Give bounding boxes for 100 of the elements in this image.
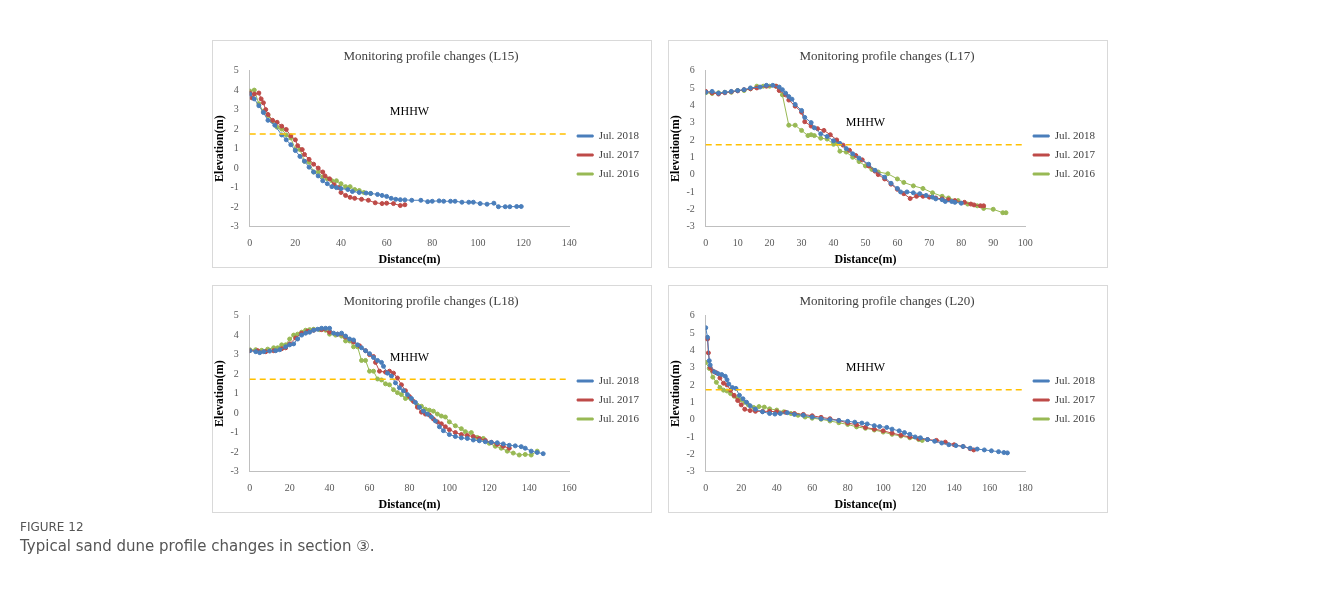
chart-title: Monitoring profile changes (L20) <box>799 293 975 309</box>
y-tick-label: -1 <box>686 185 695 197</box>
x-tick-label: 120 <box>516 237 532 249</box>
x-tick-label: 40 <box>324 482 335 494</box>
y-tick-label: 3 <box>233 103 239 115</box>
x-tick-label: 120 <box>911 482 927 494</box>
ref-line-label: MHHW <box>845 114 886 129</box>
x-axis-title: Distance(m) <box>378 251 441 266</box>
ref-line-label: MHHW <box>389 104 430 119</box>
x-tick-label: 140 <box>561 237 577 249</box>
x-tick-label: 140 <box>521 482 537 494</box>
x-tick-label: 40 <box>771 482 782 494</box>
x-tick-label: 0 <box>247 482 253 494</box>
legend-label: Jul. 2016 <box>598 411 640 424</box>
y-tick-label: 2 <box>233 367 239 379</box>
legend-label: Jul. 2018 <box>1054 128 1096 141</box>
y-tick-label: -1 <box>686 430 695 442</box>
x-axis-title: Distance(m) <box>378 496 441 511</box>
legend-label: Jul. 2017 <box>598 392 640 405</box>
y-tick-label: 2 <box>689 133 695 145</box>
x-tick-label: 0 <box>703 482 709 494</box>
y-tick-label: 6 <box>689 64 695 76</box>
x-tick-label: 160 <box>982 482 998 494</box>
x-tick-label: 60 <box>807 482 818 494</box>
y-tick-label: 1 <box>689 395 695 407</box>
x-tick-label: 100 <box>875 482 891 494</box>
y-tick-label: 0 <box>689 168 695 180</box>
x-tick-label: 0 <box>247 237 253 249</box>
y-tick-label: 0 <box>233 161 239 173</box>
x-tick-label: 100 <box>441 482 457 494</box>
chart-title: Monitoring profile changes (L17) <box>799 48 975 64</box>
x-tick-label: 20 <box>736 482 747 494</box>
x-axis-title: Distance(m) <box>834 251 897 266</box>
y-tick-label: 4 <box>233 328 239 340</box>
y-tick-label: -3 <box>686 220 695 232</box>
legend-label: Jul. 2018 <box>1054 373 1096 386</box>
y-axis-title: Elevation(m) <box>212 360 227 427</box>
y-tick-label: 2 <box>689 378 695 390</box>
x-tick-label: 50 <box>860 237 871 249</box>
y-tick-label: 4 <box>689 98 695 110</box>
x-tick-label: 80 <box>404 482 415 494</box>
x-tick-label: 100 <box>470 237 486 249</box>
y-tick-label: 5 <box>233 309 239 321</box>
y-tick-label: 0 <box>233 406 239 418</box>
chart-title: Monitoring profile changes (L15) <box>343 48 519 64</box>
x-tick-label: 20 <box>764 237 775 249</box>
y-tick-label: -3 <box>686 465 695 477</box>
y-tick-label: -3 <box>230 465 239 477</box>
x-tick-label: 60 <box>892 237 903 249</box>
legend-label: Jul. 2017 <box>1054 147 1096 160</box>
x-tick-label: 60 <box>364 482 375 494</box>
x-tick-label: 0 <box>703 237 709 249</box>
x-tick-label: 10 <box>732 237 743 249</box>
caption: FIGURE 12 <box>20 520 85 534</box>
y-tick-label: 1 <box>233 387 239 399</box>
y-tick-label: 3 <box>233 348 239 360</box>
legend-label: Jul. 2017 <box>1054 392 1096 405</box>
y-tick-label: -2 <box>230 200 239 212</box>
x-tick-label: 40 <box>336 237 346 249</box>
y-tick-label: 1 <box>233 142 239 154</box>
y-tick-label: 1 <box>689 150 695 162</box>
chart-title: Monitoring profile changes (L18) <box>343 293 519 309</box>
x-tick-label: 120 <box>481 482 497 494</box>
text: Typical sand dune profile changes in section ③. <box>20 537 375 555</box>
y-tick-label: 5 <box>689 326 695 338</box>
y-tick-label: 2 <box>233 122 239 134</box>
ref-line-label: MHHW <box>845 359 886 374</box>
legend-label: Jul. 2017 <box>598 147 640 160</box>
y-axis-title: Elevation(m) <box>668 115 683 182</box>
legend-label: Jul. 2016 <box>1054 411 1096 424</box>
ref-line-label: MHHW <box>389 349 430 364</box>
legend-label: Jul. 2016 <box>598 166 640 179</box>
legend-label: Jul. 2016 <box>1054 166 1096 179</box>
x-tick-label: 40 <box>828 237 839 249</box>
y-tick-label: 5 <box>233 64 239 76</box>
x-tick-label: 20 <box>290 237 301 249</box>
y-tick-label: 3 <box>689 116 695 128</box>
y-tick-label: -2 <box>686 447 695 459</box>
x-axis-title: Distance(m) <box>834 496 897 511</box>
x-tick-label: 80 <box>956 237 967 249</box>
x-tick-label: 30 <box>796 237 807 249</box>
x-tick-label: 80 <box>427 237 438 249</box>
y-tick-label: 4 <box>233 83 239 95</box>
y-tick-label: -1 <box>230 181 239 193</box>
y-tick-label: -2 <box>230 445 239 457</box>
x-tick-label: 80 <box>842 482 853 494</box>
y-tick-label: -1 <box>230 426 239 438</box>
x-tick-label: 90 <box>988 237 999 249</box>
x-tick-label: 20 <box>284 482 295 494</box>
x-tick-label: 100 <box>1017 237 1033 249</box>
y-axis-title: Elevation(m) <box>668 360 683 427</box>
x-tick-label: 180 <box>1017 482 1033 494</box>
x-tick-label: 160 <box>561 482 577 494</box>
legend-label: Jul. 2018 <box>598 128 640 141</box>
y-tick-label: 6 <box>689 309 695 321</box>
x-tick-label: 60 <box>381 237 392 249</box>
x-tick-label: 140 <box>946 482 962 494</box>
x-tick-label: 70 <box>924 237 935 249</box>
y-tick-label: 4 <box>689 343 695 355</box>
y-axis-title: Elevation(m) <box>212 115 227 182</box>
